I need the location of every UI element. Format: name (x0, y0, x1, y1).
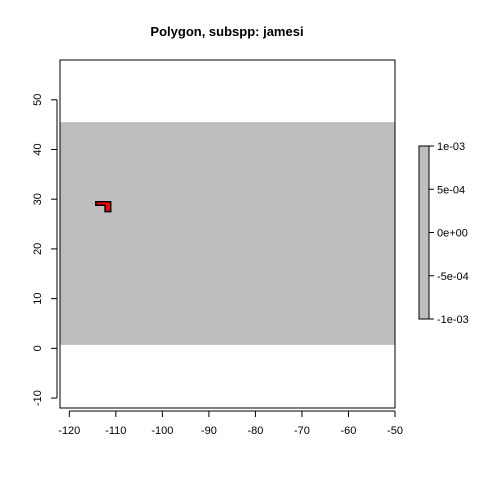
x-tick-label: -50 (387, 425, 403, 437)
x-tick-label: -90 (201, 425, 217, 437)
legend-tick-label: -1e-03 (437, 314, 469, 326)
x-tick-label: -80 (247, 425, 263, 437)
legend-tick-label: 1e-03 (437, 141, 465, 153)
x-tick-label: -120 (58, 425, 80, 437)
raster-layer (60, 122, 395, 345)
chart-title: Polygon, subspp: jamesi (150, 24, 303, 39)
x-tick-label: -100 (151, 425, 173, 437)
y-tick-label: 0 (32, 345, 44, 351)
y-tick-label: 40 (32, 143, 44, 155)
legend-color-bar (418, 145, 430, 320)
y-tick-label: 20 (32, 243, 44, 255)
legend-tick-label: -5e-04 (437, 271, 469, 283)
polygon-layer (95, 200, 112, 213)
color-legend: 1e-03 5e-04 0e+00 -5e-04 -1e-03 (418, 141, 469, 326)
y-axis: -10 0 10 20 30 40 50 (32, 94, 58, 406)
raster-band (60, 122, 395, 345)
range-polygon (95, 200, 112, 213)
x-tick-label: -70 (294, 425, 310, 437)
x-axis: -120 -110 -100 -90 -80 -70 -60 -50 (58, 410, 403, 437)
plot-frame (59, 59, 396, 409)
legend-tick-label: 5e-04 (437, 184, 465, 196)
y-tick-label: -10 (32, 390, 44, 406)
x-tick-label: -60 (341, 425, 357, 437)
x-tick-label: -110 (105, 425, 126, 437)
legend-tick-label: 0e+00 (437, 228, 468, 240)
y-tick-label: 50 (32, 94, 44, 106)
y-tick-label: 30 (32, 193, 44, 205)
y-tick-label: 10 (32, 293, 44, 305)
